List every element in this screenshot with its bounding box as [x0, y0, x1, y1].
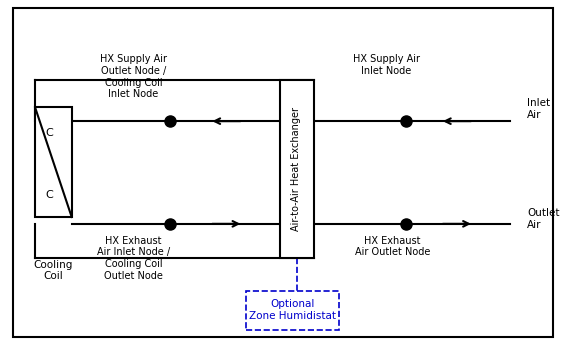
Text: HX Exhaust
Air Inlet Node /
Cooling Coil
Outlet Node: HX Exhaust Air Inlet Node / Cooling Coil… — [97, 236, 170, 280]
Text: HX Exhaust
Air Outlet Node: HX Exhaust Air Outlet Node — [354, 236, 430, 257]
Bar — [246, 290, 339, 330]
Text: HX Supply Air
Inlet Node: HX Supply Air Inlet Node — [353, 55, 420, 76]
Text: Inlet
Air: Inlet Air — [527, 98, 550, 120]
Text: Optional
Zone Humidistat: Optional Zone Humidistat — [249, 299, 336, 321]
Text: C: C — [46, 190, 53, 200]
Bar — [35, 108, 72, 217]
Text: Air-to-Air Heat Exchanger: Air-to-Air Heat Exchanger — [291, 107, 300, 231]
Text: Outlet
Air: Outlet Air — [527, 208, 560, 229]
Text: HX Supply Air
Outlet Node /
Cooling Coil
Inlet Node: HX Supply Air Outlet Node / Cooling Coil… — [100, 55, 167, 99]
Text: Cooling
Coil: Cooling Coil — [34, 260, 73, 282]
Bar — [280, 80, 314, 258]
Text: C: C — [46, 128, 53, 138]
